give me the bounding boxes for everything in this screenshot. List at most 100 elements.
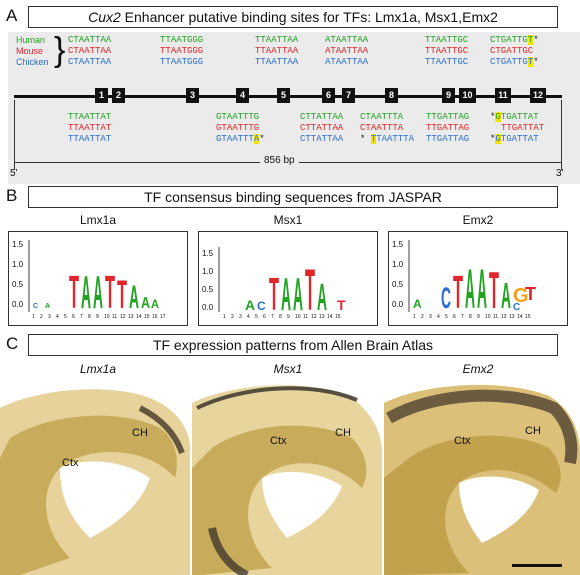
seq: TGATTAT bbox=[500, 112, 539, 122]
svg-text:A: A bbox=[501, 275, 511, 316]
seq: CTAATTAA bbox=[68, 35, 112, 45]
svg-text:A: A bbox=[81, 266, 91, 318]
top-seq-group-1: CTAATTAA CTAATTAA CTAATTAA bbox=[68, 35, 111, 68]
ctx-label: Ctx bbox=[454, 435, 471, 447]
svg-text:A: A bbox=[293, 268, 303, 320]
logo-position: 2 bbox=[40, 314, 43, 320]
svg-text:C: C bbox=[441, 282, 451, 315]
five-prime-label: 5' bbox=[10, 168, 18, 179]
seq: GTAATTTG bbox=[216, 112, 260, 122]
length-label: 856 bp bbox=[260, 155, 299, 166]
brain-section-emx2: Ctx CH bbox=[384, 378, 580, 575]
seq: TTAATGGG bbox=[160, 46, 204, 56]
bottom-seq-group-4: CTAATTTA CTAATTTA * TTAATTTA bbox=[360, 112, 415, 144]
sequence-logo-emx2: 1.5 1.0 0.5 0.0 A C T A A T A G C T 1 2 … bbox=[388, 231, 568, 326]
logo-position: 10 bbox=[485, 314, 491, 320]
logo-position: 6 bbox=[453, 314, 456, 320]
panel-letter-a: A bbox=[6, 6, 18, 25]
seq: TTAATGGG bbox=[160, 35, 204, 45]
logo-position: 5 bbox=[64, 314, 67, 320]
logo-label-msx1: Msx1 bbox=[273, 213, 303, 227]
logo-position: 13 bbox=[509, 314, 515, 320]
svg-text:T: T bbox=[69, 266, 79, 318]
seq: ATAATTAA bbox=[325, 57, 369, 67]
bottom-seq-group-1: TTAATTAT TTAATTAT TTAATTAT bbox=[68, 112, 111, 145]
binding-site-1: 1 bbox=[95, 88, 108, 103]
svg-text:T: T bbox=[269, 268, 279, 320]
svg-text:A: A bbox=[281, 268, 291, 320]
logo-position: 14 bbox=[517, 314, 523, 320]
logo-position: 15 bbox=[335, 314, 341, 320]
variant-highlight: T bbox=[527, 35, 534, 45]
logo-position: 8 bbox=[469, 314, 472, 320]
seq: TTAATTGC bbox=[425, 57, 469, 67]
seq: CTGATTG bbox=[490, 57, 528, 67]
scale-bar bbox=[512, 564, 562, 567]
binding-site-2: 2 bbox=[112, 88, 125, 103]
seq: TTAATTGC bbox=[425, 46, 469, 56]
binding-site-9: 9 bbox=[442, 88, 455, 103]
logo-position: 1 bbox=[32, 314, 35, 320]
logo-svg: 1.5 1.0 0.5 0.0 A C T A A T A T 1 2 3 4 … bbox=[202, 247, 346, 323]
logo-svg: 1.5 1.0 0.5 0.0 T A A T T A A A C A 1 2 … bbox=[12, 240, 166, 320]
svg-text:G: G bbox=[513, 285, 529, 307]
logo-position: 13 bbox=[319, 314, 325, 320]
top-seq-group-3: TTAATTAA TTAATTAA TTAATTAA bbox=[255, 35, 298, 68]
logo-position: 9 bbox=[477, 314, 480, 320]
svg-text:T: T bbox=[453, 266, 463, 318]
logo-label-lmx1a: Lmx1a bbox=[79, 213, 117, 227]
species-brace: } bbox=[54, 31, 66, 69]
svg-text:A: A bbox=[151, 297, 159, 311]
logo-label-emx2: Emx2 bbox=[462, 213, 494, 227]
binding-site-8: 8 bbox=[385, 88, 398, 103]
svg-text:A: A bbox=[45, 303, 50, 310]
seq: TTAATTGC bbox=[425, 35, 469, 45]
logo-position: 14 bbox=[136, 314, 142, 320]
svg-text:A: A bbox=[317, 277, 327, 319]
binding-site-7: 7 bbox=[342, 88, 355, 103]
logo-position: 12 bbox=[311, 314, 317, 320]
logo-position: 6 bbox=[263, 314, 266, 320]
binding-site-4: 4 bbox=[236, 88, 249, 103]
panel-a-title-text: Enhancer putative binding sites for TFs:… bbox=[120, 9, 498, 25]
seq: CTGATTGC bbox=[490, 46, 534, 56]
species-legend: Human Mouse Chicken bbox=[16, 35, 49, 68]
logo-position: 1 bbox=[223, 314, 226, 320]
panel-letter-b: B bbox=[6, 186, 18, 205]
seq: CTTATTAA bbox=[300, 123, 344, 133]
logo-position: 10 bbox=[295, 314, 301, 320]
svg-text:T: T bbox=[525, 284, 536, 304]
ytick: 1.5 bbox=[202, 249, 214, 258]
svg-text:A: A bbox=[477, 257, 487, 320]
seq: TAATTTA bbox=[376, 134, 415, 144]
svg-text:T: T bbox=[337, 297, 346, 313]
binding-site-5: 5 bbox=[277, 88, 290, 103]
logo-position: 12 bbox=[120, 314, 126, 320]
ytick: 0.0 bbox=[12, 300, 24, 309]
logo-position: 17 bbox=[160, 314, 166, 320]
seq: TTAATTAA bbox=[255, 57, 299, 67]
svg-text:A: A bbox=[245, 297, 255, 313]
binding-site-12: 12 bbox=[530, 88, 546, 103]
svg-text:C: C bbox=[33, 303, 38, 310]
top-seq-group-6: CTGATTGT* CTGATTGC CTGATTGT* bbox=[490, 35, 539, 68]
three-prime-label: 3' bbox=[556, 168, 564, 179]
bottom-seq-group-6: *GTGATTAT TTGATTAT *GTGATTAT bbox=[490, 112, 545, 144]
logo-position: 8 bbox=[88, 314, 91, 320]
svg-text:A: A bbox=[129, 279, 139, 315]
seq: CTAATTAA bbox=[68, 46, 112, 56]
ctx-label: Ctx bbox=[62, 457, 79, 469]
bottom-seq-group-3: CTTATTAA CTTATTAA CTTATTAA bbox=[300, 112, 343, 145]
ch-label: CH bbox=[335, 427, 351, 439]
svg-text:T: T bbox=[305, 258, 315, 323]
logo-position: 4 bbox=[247, 314, 250, 320]
ytick: 0.5 bbox=[202, 285, 214, 294]
logo-position: 8 bbox=[279, 314, 282, 320]
logo-position: 14 bbox=[327, 314, 333, 320]
ytick: 0.0 bbox=[392, 300, 404, 309]
panel-a-title-gene: Cux2 bbox=[88, 9, 121, 25]
logo-position: 13 bbox=[128, 314, 134, 320]
logo-position: 15 bbox=[525, 314, 531, 320]
variant-star: * bbox=[533, 57, 539, 67]
seq: TTGATTAT bbox=[501, 123, 545, 133]
